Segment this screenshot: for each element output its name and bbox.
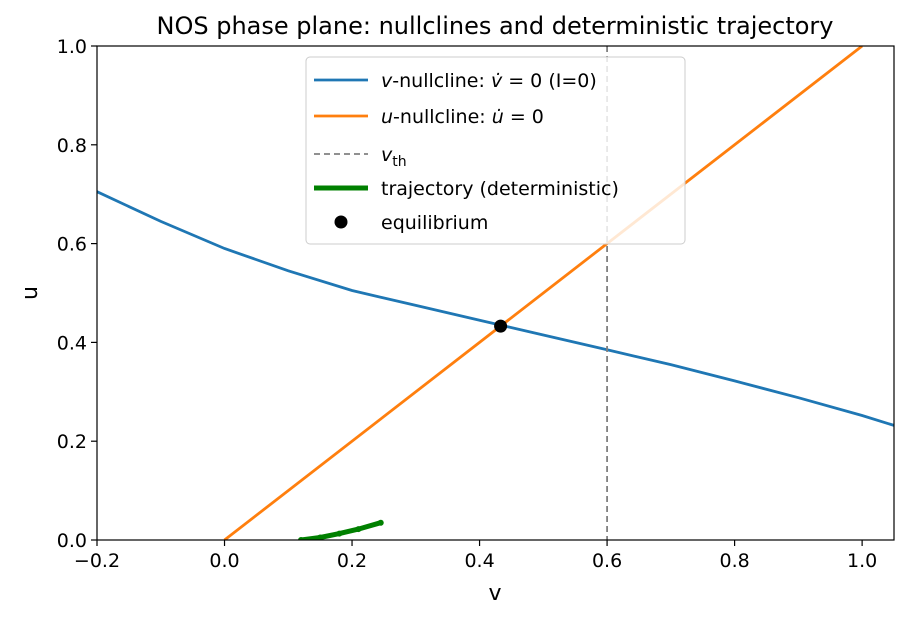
x-axis-label: v xyxy=(488,581,501,606)
trajectory-point xyxy=(298,537,305,540)
legend-box xyxy=(305,56,686,245)
trajectory-point xyxy=(317,534,324,540)
y-tick-label: 1.0 xyxy=(57,36,87,58)
trajectory-point xyxy=(377,519,384,526)
legend-label: u-nullcline: u̇ = 0 xyxy=(381,106,544,128)
plot-frame xyxy=(96,45,895,541)
y-axis: 0.0 0.2 0.4 0.6 0.8 1.0 xyxy=(57,36,97,552)
x-tick-label: 0.4 xyxy=(464,550,494,572)
y-tick-label: 0.4 xyxy=(57,332,87,354)
x-tick-label: 1.0 xyxy=(847,550,877,572)
x-tick-label: 0.8 xyxy=(719,550,749,572)
chart-title: NOS phase plane: nullclines and determin… xyxy=(157,12,834,40)
equilibrium-point xyxy=(494,319,508,333)
x-tick-label: 0.0 xyxy=(209,550,239,572)
legend-label: equilibrium xyxy=(381,212,488,234)
y-axis-label: u xyxy=(18,286,43,300)
trajectory-point xyxy=(355,526,362,533)
legend-label: trajectory (deterministic) xyxy=(381,178,619,200)
series-line-1 xyxy=(223,46,863,540)
y-tick-label: 0.6 xyxy=(57,234,87,256)
trajectory-point xyxy=(336,530,343,537)
legend-label: v-nullcline: v̇ = 0 (I=0) xyxy=(381,70,597,92)
series-line-0 xyxy=(97,190,894,427)
legend: v-nullcline: v̇ = 0 (I=0) u-nullcline: u̇… xyxy=(305,56,686,245)
x-tick-label: 0.6 xyxy=(592,550,622,572)
y-tick-label: 0.0 xyxy=(57,530,87,552)
x-axis: −0.2 0.0 0.2 0.4 0.6 0.8 1.0 xyxy=(74,540,877,572)
x-tick-label: −0.2 xyxy=(74,550,120,572)
legend-handle xyxy=(334,215,348,229)
legend-label: vth xyxy=(381,144,407,170)
y-tick-label: 0.2 xyxy=(57,431,87,453)
y-tick-label: 0.8 xyxy=(57,135,87,157)
x-tick-label: 0.2 xyxy=(337,550,367,572)
